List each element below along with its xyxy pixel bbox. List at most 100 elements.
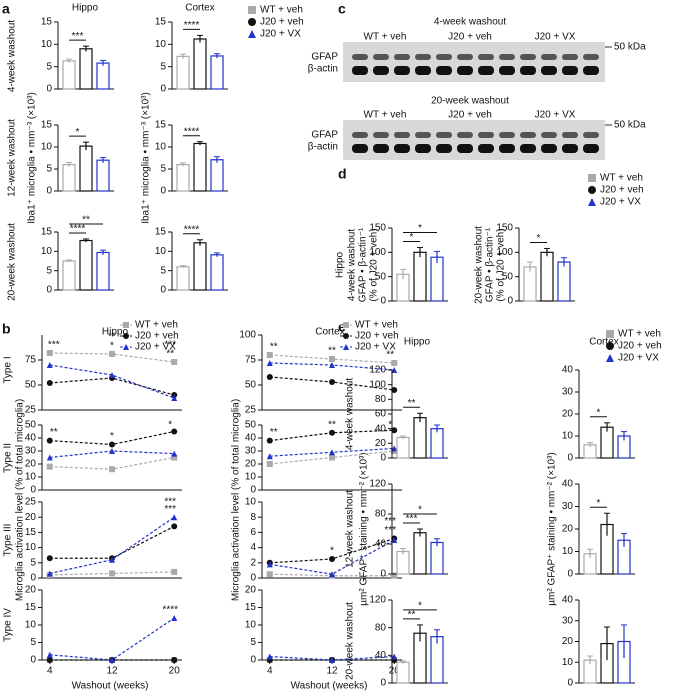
y-label: Iba1⁺ microglia • mm⁻³ (×10³) [141, 92, 152, 224]
point [109, 466, 115, 473]
y-tick-label: 80 [375, 509, 387, 520]
point [46, 350, 53, 356]
y-tick-label: 20 [245, 585, 257, 596]
band [499, 66, 515, 75]
legend-label: WT + veh [600, 173, 643, 184]
point [109, 372, 115, 378]
series-line [49, 617, 175, 661]
y-tick-label: 0 [250, 485, 256, 496]
bar [430, 256, 444, 302]
band [499, 132, 515, 138]
y-tick-label: 75 [25, 355, 37, 366]
y-label: 20-week washout [474, 226, 485, 304]
row-label: Type IV [3, 608, 14, 642]
series-line [49, 525, 175, 559]
y-tick-label: 0 [160, 285, 166, 296]
bar [430, 428, 444, 459]
band [394, 132, 410, 138]
y-label: (% of J20 + veh) [369, 228, 380, 301]
y-tick-label: 0 [380, 678, 386, 689]
y-tick-label: 0 [30, 485, 36, 496]
point [329, 556, 335, 562]
y-tick-label: 10 [562, 546, 574, 557]
bar [396, 436, 410, 459]
legend-label: WT + veh [260, 5, 303, 16]
band [541, 54, 557, 60]
band [373, 144, 389, 153]
band [478, 54, 494, 60]
sig-label: **** [70, 224, 86, 235]
band [352, 54, 368, 60]
band [436, 54, 452, 60]
series-line [269, 539, 395, 575]
y-tick-label: 50 [502, 271, 514, 282]
band [520, 144, 536, 153]
bar [62, 164, 76, 192]
y-label: Microglia activation level (% of total m… [231, 399, 242, 601]
legend-marker [343, 322, 349, 328]
y-tick-label: 20 [562, 409, 574, 420]
point [266, 352, 273, 358]
y-tick-label: 6 [250, 527, 256, 538]
y-tick-label: 20 [245, 459, 257, 470]
band [562, 144, 578, 153]
group-label: J20 + VX [535, 32, 576, 43]
point [266, 437, 273, 444]
y-tick-label: 40 [245, 433, 257, 444]
sig-label: * [597, 498, 601, 509]
point [266, 653, 273, 660]
legend-marker [588, 186, 596, 194]
bar [413, 251, 427, 302]
legend-marker [123, 344, 129, 350]
x-tick-label: 12 [106, 666, 118, 677]
y-tick-label: 120 [369, 595, 386, 606]
legend-marker [248, 30, 256, 38]
bar [396, 550, 410, 575]
point [109, 570, 115, 577]
sig-label: *** [384, 525, 396, 536]
x-tick-label: 4 [267, 666, 273, 677]
point [329, 571, 335, 578]
y-tick-label: 15 [155, 17, 167, 28]
panel-letter: b [2, 321, 11, 337]
row-label: 12-week washout [345, 490, 356, 568]
row-label: Type I [3, 356, 14, 383]
point [329, 362, 335, 368]
point [46, 570, 53, 577]
point [46, 651, 53, 658]
point [391, 653, 398, 660]
point [171, 514, 178, 521]
band [415, 144, 431, 153]
sig-label: ** [270, 342, 278, 353]
series-line [49, 516, 175, 575]
y-tick-label: 5 [160, 61, 166, 72]
bar [413, 417, 427, 459]
y-tick-label: 20 [25, 585, 37, 596]
sig-label: * [537, 233, 541, 244]
y-tick-label: 100 [496, 247, 513, 258]
y-tick-label: 40 [375, 650, 387, 661]
band [541, 66, 557, 75]
band [562, 54, 578, 60]
point [391, 572, 398, 579]
y-tick-label: 40 [562, 365, 574, 376]
bar [96, 251, 110, 291]
panel-letter: c [338, 1, 346, 17]
y-tick-label: 40 [562, 595, 574, 606]
legend-label: J20 + veh [260, 17, 304, 28]
y-tick-label: 100 [239, 330, 256, 341]
sig-label: * [388, 420, 392, 431]
point [46, 463, 53, 470]
y-tick-label: 20 [562, 524, 574, 535]
y-tick-label: 50 [25, 380, 37, 391]
y-tick-label: 15 [25, 602, 37, 613]
band [478, 66, 494, 75]
row-label: 12-week washout [7, 119, 18, 197]
legend-marker [343, 344, 349, 350]
sig-label: *** [164, 497, 176, 508]
x-tick-label: 12 [326, 666, 338, 677]
bar [210, 55, 224, 90]
band [457, 54, 473, 60]
sig-label: **** [162, 605, 178, 616]
y-tick-label: 30 [562, 501, 574, 512]
